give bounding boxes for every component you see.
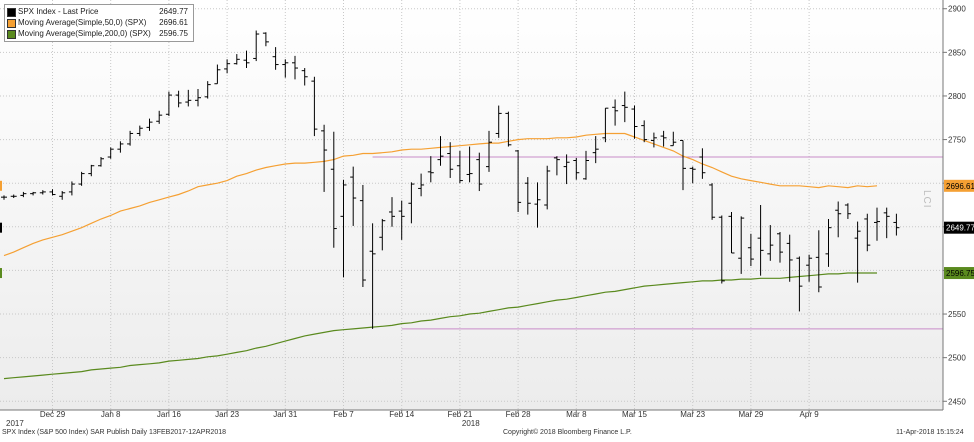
y-tick-label: 2900: [948, 5, 966, 14]
legend: SPX Index - Last Price 2649.77 Moving Av…: [4, 4, 194, 42]
reference-lines: [372, 156, 943, 330]
footer-timestamp: 11-Apr-2018 15:15:24: [896, 429, 964, 436]
last-value-tags: 2649.77 2696.61 2596.75: [0, 179, 974, 280]
side-logo: LCI: [921, 190, 932, 209]
legend-swatch-ma50: [7, 19, 16, 28]
y-tick-label: 2500: [948, 354, 966, 363]
x-year-label: 2017: [6, 419, 24, 428]
ma200-line: [3, 272, 877, 380]
legend-item-ma50: Moving Average(Simple,50,0) (SPX) 2696.6…: [7, 17, 191, 28]
price-bars: [1, 30, 900, 329]
ma200-tag-box: [944, 267, 974, 280]
y-tick-label: 2550: [948, 310, 966, 319]
y-tick-label: 2850: [948, 48, 966, 57]
x-tick-label: Jan 23: [215, 410, 240, 419]
x-axis: Dec 29 Jan 8 Jan 16 Jan 23 Jan 31 Feb 7 Feb 14…: [6, 410, 819, 428]
footer-description: SPX Index (S&P 500 Index) SAR Publish Da…: [2, 429, 226, 436]
legend-value: 2596.75: [159, 29, 188, 38]
x-tick-label: Jan 8: [101, 410, 121, 419]
x-tick-label: Apr 9: [800, 410, 820, 419]
y-tick-label: 2750: [948, 136, 966, 145]
last-price-tag-box: [944, 221, 974, 234]
y-axis: 2450250025502600265027002750280028502900: [943, 5, 966, 406]
x-tick-label: Mar 15: [622, 410, 647, 419]
x-tick-label: Jan 16: [157, 410, 182, 419]
legend-label: Moving Average(Simple,50,0) (SPX): [18, 18, 147, 27]
x-tick-label: Feb 21: [447, 410, 472, 419]
y-tick-label: 2800: [948, 92, 966, 101]
ma50-tag-label: 2696.61: [946, 182, 974, 191]
x-tick-label: Dec 29: [40, 410, 66, 419]
ma50-tag-left-marker: [0, 180, 2, 191]
ma200-tag-label: 2596.75: [946, 269, 974, 278]
x-tick-label: Jan 31: [273, 410, 298, 419]
ma50-tag-box: [944, 179, 974, 192]
legend-item-ma200: Moving Average(Simple,200,0) (SPX) 2596.…: [7, 28, 191, 39]
legend-label: Moving Average(Simple,200,0) (SPX): [18, 29, 151, 38]
legend-value: 2696.61: [159, 18, 188, 27]
x-tick-label: Mar 23: [680, 410, 705, 419]
legend-value: 2649.77: [159, 7, 188, 16]
legend-item-price: SPX Index - Last Price 2649.77: [7, 6, 191, 17]
x-tick-label: Mar 29: [738, 410, 763, 419]
x-tick-label: Feb 28: [506, 410, 531, 419]
legend-label: SPX Index - Last Price: [18, 7, 99, 16]
legend-swatch-ma200: [7, 30, 16, 39]
ma200-tag-left-marker: [0, 268, 2, 279]
y-tick-label: 2450: [948, 397, 966, 406]
x-tick-label: Mar 8: [566, 410, 587, 419]
legend-swatch-price: [7, 8, 16, 17]
x-year-label: 2018: [462, 419, 480, 428]
last-price-tag-label: 2649.77: [946, 224, 974, 233]
x-tick-label: Feb 7: [333, 410, 354, 419]
x-tick-label: Feb 14: [389, 410, 414, 419]
plot-background: [0, 0, 943, 410]
last-price-tag-left-marker: [0, 222, 2, 233]
footer-copyright: Copyright© 2018 Bloomberg Finance L.P.: [503, 429, 632, 436]
